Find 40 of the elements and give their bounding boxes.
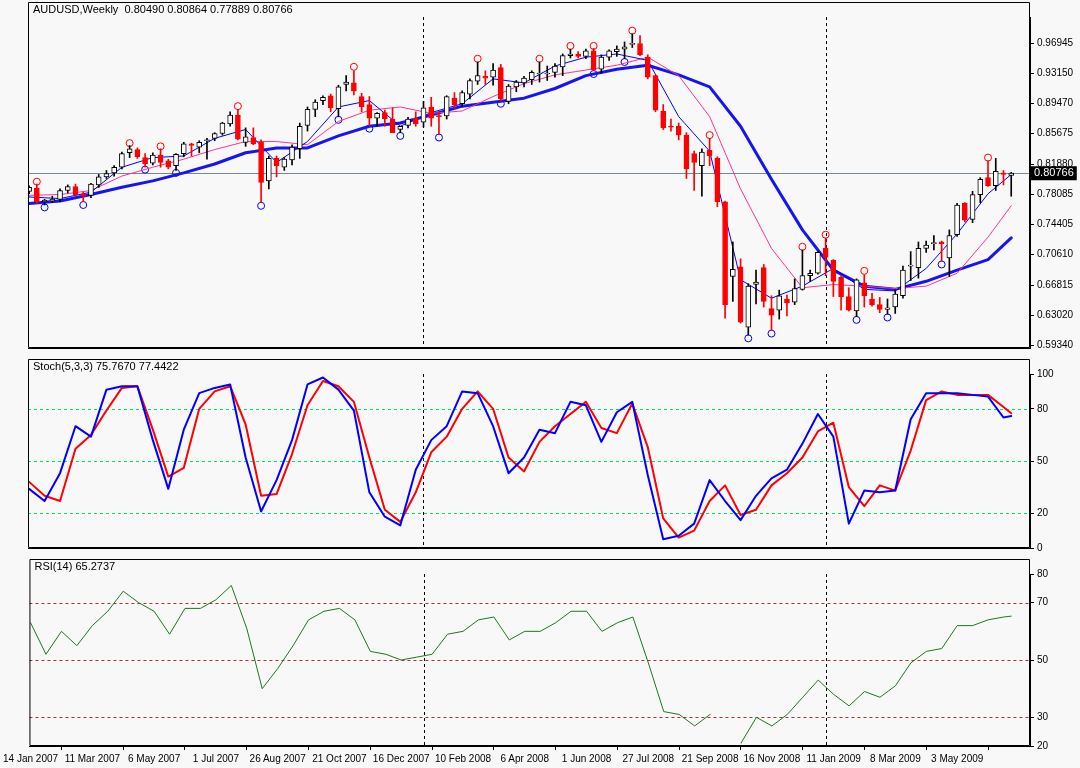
x-tick-label: 21 Oct 2007	[312, 752, 368, 764]
chart-title: RSI(14) 65.2737	[34, 559, 116, 572]
y-tick-label: 50	[1037, 653, 1049, 665]
y-tick-label: 0.96945	[1037, 36, 1074, 48]
x-tick-label: 6 Apr 2008	[500, 752, 550, 764]
x-tick-label: 27 Jul 2008	[622, 752, 675, 764]
x-tick-label: 14 Jan 2007	[3, 752, 59, 764]
y-tick-label: 20	[1037, 506, 1049, 518]
y-tick-label: 0.59340	[1037, 339, 1074, 351]
x-tick-label: 11 Jan 2009	[806, 752, 862, 764]
y-tick-label: 30	[1037, 711, 1049, 723]
y-tick-label: 0.78085	[1037, 188, 1074, 200]
y-tick-label: 0	[1037, 541, 1043, 553]
x-tick-label: 21 Sep 2008	[681, 752, 739, 764]
x-tick-label: 10 Feb 2008	[434, 752, 492, 764]
chart-title: Stoch(5,3,3) 75.7670 77.4422	[33, 359, 179, 372]
y-tick-label: 0.85675	[1037, 127, 1074, 139]
x-tick-label: 16 Nov 2008	[743, 752, 801, 764]
x-tick-label: 16 Dec 2007	[372, 752, 430, 764]
ref-line-label: 0.80766	[1034, 166, 1074, 179]
y-tick-label: 0.74405	[1037, 217, 1074, 229]
x-tick-label: 8 Mar 2009	[870, 752, 922, 764]
x-tick-label: 26 Aug 2007	[249, 752, 307, 764]
x-tick-label: 11 Mar 2007	[64, 752, 121, 764]
y-tick-label: 0.70610	[1037, 248, 1074, 260]
x-tick-label: 6 May 2007	[127, 752, 181, 764]
y-tick-label: 20	[1037, 739, 1049, 751]
y-tick-label: 0.89470	[1037, 96, 1074, 108]
x-tick-label: 1 Jun 2008	[561, 752, 612, 764]
y-tick-label: 0.93150	[1037, 67, 1074, 79]
x-tick-label: 3 May 2009	[931, 752, 984, 764]
chart-title: AUDUSD,Weekly 0.80490 0.80864 0.77889 0.80766	[33, 2, 293, 15]
y-tick-label: 50	[1037, 454, 1049, 466]
y-tick-label: 70	[1037, 596, 1049, 608]
y-tick-label: 80	[1037, 402, 1049, 414]
y-tick-label: 80	[1037, 567, 1049, 579]
y-tick-label: 0.63020	[1037, 309, 1074, 321]
x-tick-label: 1 Jul 2007	[192, 752, 240, 764]
y-tick-label: 100	[1037, 367, 1055, 379]
y-tick-label: 0.66815	[1037, 278, 1074, 290]
